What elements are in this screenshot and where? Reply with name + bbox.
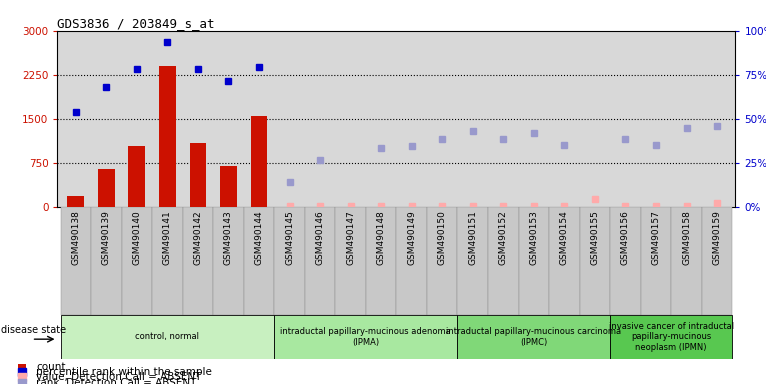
Text: rank, Detection Call = ABSENT: rank, Detection Call = ABSENT: [36, 377, 196, 384]
Bar: [213, 207, 244, 315]
Text: GSM490149: GSM490149: [408, 210, 416, 265]
Bar: [98, 169, 115, 207]
Text: percentile rank within the sample: percentile rank within the sample: [36, 367, 212, 377]
Bar: [67, 195, 84, 207]
Bar: [129, 146, 146, 207]
Bar: [488, 207, 519, 315]
Bar: [427, 207, 457, 315]
Text: intraductal papillary-mucinous adenoma
(IPMA): intraductal papillary-mucinous adenoma (…: [280, 327, 451, 347]
Text: GSM490146: GSM490146: [316, 210, 325, 265]
Bar: [274, 207, 305, 315]
Bar: [220, 166, 237, 207]
Bar: [611, 315, 732, 359]
Text: GSM490142: GSM490142: [194, 210, 202, 265]
Text: GSM490159: GSM490159: [712, 210, 722, 265]
Bar: [61, 207, 91, 315]
Bar: [366, 207, 396, 315]
Bar: [18, 364, 26, 369]
Bar: [457, 207, 488, 315]
Text: disease state: disease state: [2, 325, 67, 335]
Text: GSM490157: GSM490157: [651, 210, 660, 265]
Text: GSM490147: GSM490147: [346, 210, 355, 265]
Text: GSM490143: GSM490143: [224, 210, 233, 265]
Bar: [274, 315, 457, 359]
Bar: [250, 116, 267, 207]
Bar: [91, 207, 122, 315]
Text: GSM490150: GSM490150: [437, 210, 447, 265]
Bar: [396, 207, 427, 315]
Text: GSM490148: GSM490148: [377, 210, 385, 265]
Text: count: count: [36, 362, 66, 372]
Bar: [580, 207, 611, 315]
Text: GSM490144: GSM490144: [254, 210, 264, 265]
Bar: [611, 207, 640, 315]
Text: GDS3836 / 203849_s_at: GDS3836 / 203849_s_at: [57, 17, 215, 30]
Text: value, Detection Call = ABSENT: value, Detection Call = ABSENT: [36, 372, 201, 382]
Text: GSM490153: GSM490153: [529, 210, 538, 265]
Text: GSM490138: GSM490138: [71, 210, 80, 265]
Bar: [189, 142, 206, 207]
Text: invasive cancer of intraductal
papillary-mucinous
neoplasm (IPMN): invasive cancer of intraductal papillary…: [609, 322, 734, 352]
Text: control, normal: control, normal: [136, 333, 199, 341]
Text: GSM490152: GSM490152: [499, 210, 508, 265]
Text: GSM490154: GSM490154: [560, 210, 569, 265]
Bar: [159, 66, 175, 207]
Bar: [702, 207, 732, 315]
Bar: [122, 207, 152, 315]
Text: GSM490158: GSM490158: [682, 210, 691, 265]
Bar: [61, 315, 274, 359]
Bar: [244, 207, 274, 315]
Bar: [640, 207, 671, 315]
Text: GSM490156: GSM490156: [621, 210, 630, 265]
Bar: [182, 207, 213, 315]
Text: GSM490140: GSM490140: [133, 210, 142, 265]
Bar: [305, 207, 336, 315]
Bar: [152, 207, 182, 315]
Bar: [457, 315, 611, 359]
Text: GSM490139: GSM490139: [102, 210, 111, 265]
Bar: [549, 207, 580, 315]
Text: GSM490141: GSM490141: [163, 210, 172, 265]
Bar: [671, 207, 702, 315]
Text: GSM490151: GSM490151: [468, 210, 477, 265]
Bar: [519, 207, 549, 315]
Bar: [336, 207, 366, 315]
Text: GSM490145: GSM490145: [285, 210, 294, 265]
Text: intraductal papillary-mucinous carcinoma
(IPMC): intraductal papillary-mucinous carcinoma…: [447, 327, 621, 347]
Text: GSM490155: GSM490155: [591, 210, 599, 265]
